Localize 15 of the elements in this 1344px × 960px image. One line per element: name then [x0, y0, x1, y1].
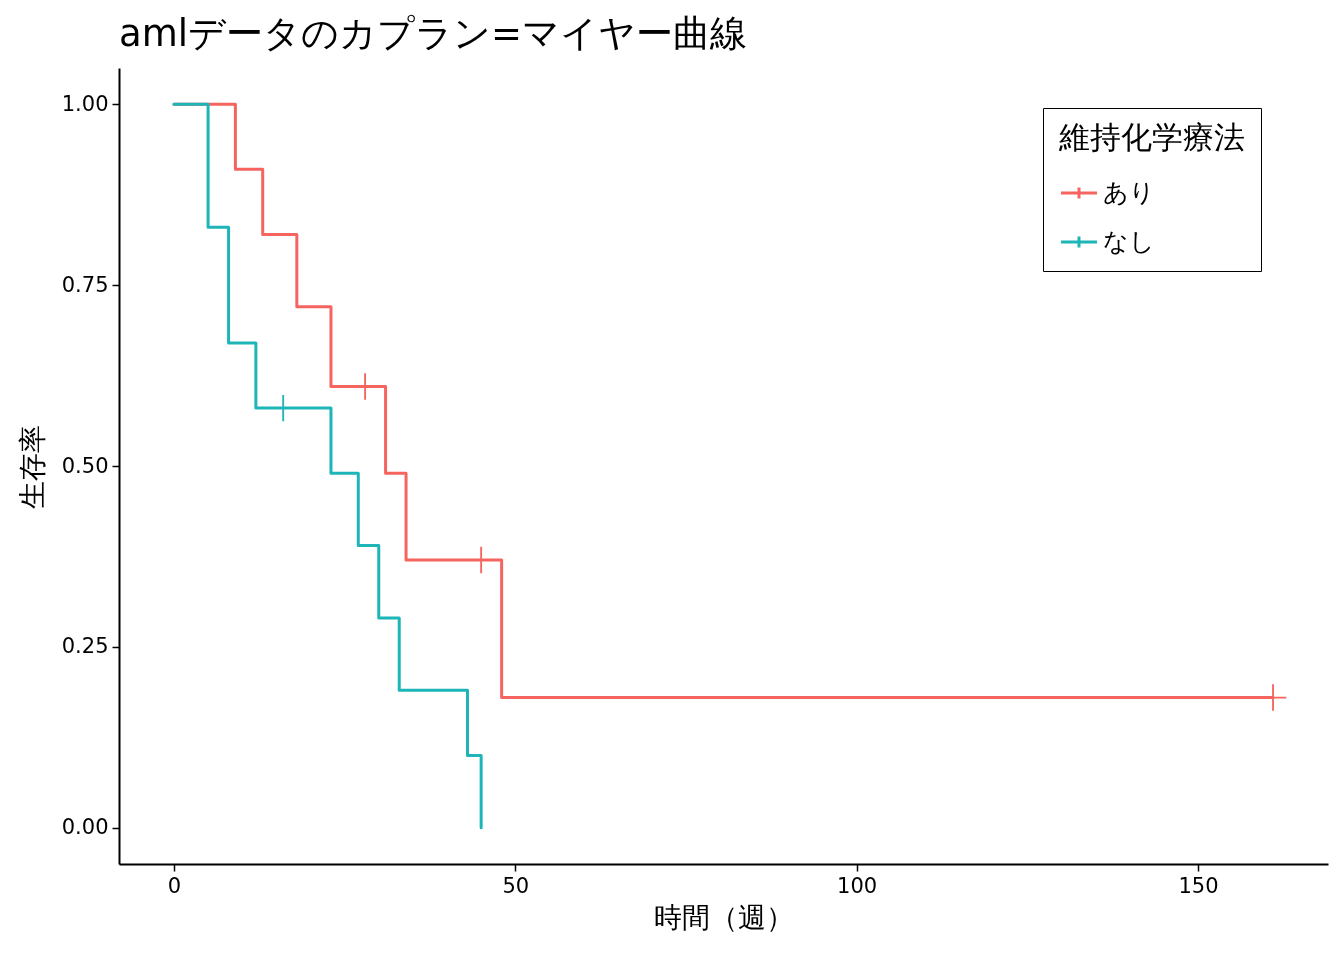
legend-label: あり — [1103, 178, 1155, 207]
x-axis-title: 時間（週） — [654, 900, 794, 934]
x-tick-label: 150 — [1178, 873, 1219, 898]
y-tick-label: 0.75 — [61, 272, 109, 297]
x-tick-label: 50 — [502, 873, 530, 898]
y-tick-label: 1.00 — [61, 91, 109, 116]
y-tick-label: 0.25 — [61, 634, 109, 659]
legend-label: なし — [1103, 227, 1155, 256]
legend-title: 維持化学療法 — [1058, 119, 1245, 155]
y-tick-label: 0.50 — [61, 453, 109, 478]
x-tick-label: 100 — [837, 873, 878, 898]
x-tick-label: 0 — [167, 873, 182, 898]
y-tick-label: 0.00 — [61, 815, 109, 840]
chart-title: amlデータのカプラン=マイヤー曲線 — [119, 12, 747, 55]
y-axis-title: 生存率 — [15, 424, 49, 509]
